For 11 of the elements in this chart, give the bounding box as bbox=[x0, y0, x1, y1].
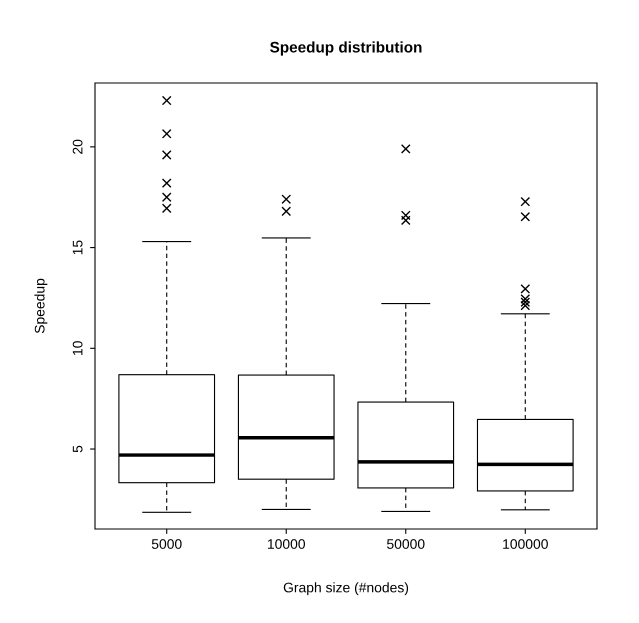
y-tick-label: 20 bbox=[72, 140, 83, 154]
y-axis-title: Speedup bbox=[34, 278, 48, 334]
x-tick-label: 5000 bbox=[152, 539, 182, 549]
x-tick-label: 100000 bbox=[503, 539, 548, 549]
y-tick-label: 10 bbox=[72, 341, 83, 355]
x-tick-label: 10000 bbox=[268, 539, 306, 549]
x-tick-label: 50000 bbox=[387, 539, 425, 549]
x-axis-title: Graph size (#nodes) bbox=[284, 582, 408, 596]
y-tick-label: 15 bbox=[72, 240, 83, 254]
y-tick-label: 5 bbox=[72, 446, 83, 452]
chart-title: Speedup distribution bbox=[270, 41, 422, 56]
